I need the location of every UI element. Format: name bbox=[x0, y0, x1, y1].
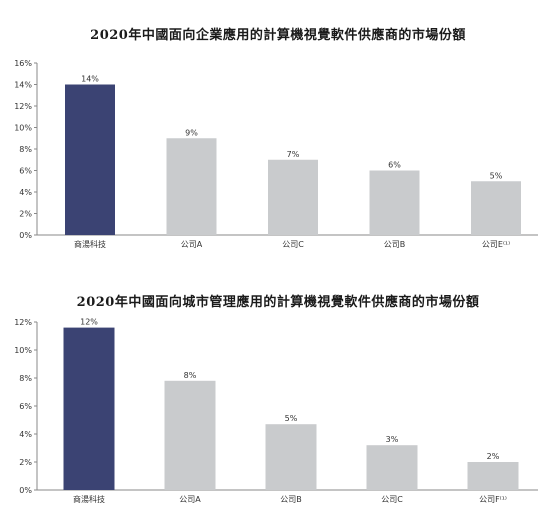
y-tick-label: 0% bbox=[19, 486, 32, 495]
bar bbox=[366, 445, 418, 490]
x-tick-label: 公司B bbox=[280, 495, 302, 504]
y-tick-label: 8% bbox=[19, 145, 32, 154]
y-tick-label: 16% bbox=[14, 59, 32, 68]
y-tick-label: 4% bbox=[19, 188, 32, 197]
bar bbox=[63, 327, 115, 490]
bar bbox=[166, 138, 217, 235]
y-tick-label: 12% bbox=[14, 102, 32, 111]
chart-title: 2020年中國面向城市管理應用的計算機視覺軟件供應商的市場份額 bbox=[76, 295, 480, 310]
x-tick-label: 公司F⁽¹⁾ bbox=[479, 495, 507, 504]
y-tick-label: 10% bbox=[14, 346, 32, 355]
bar-value-label: 6% bbox=[388, 161, 401, 170]
x-tick-label: 公司B bbox=[384, 240, 406, 249]
x-tick-label: 商湯科技 bbox=[73, 494, 105, 504]
chart-title: 2020年中國面向企業應用的計算機視覺軟件供應商的市場份額 bbox=[90, 28, 466, 43]
y-tick-label: 2% bbox=[19, 458, 32, 467]
y-tick-label: 12% bbox=[14, 318, 32, 327]
bar bbox=[471, 181, 521, 235]
bar-value-label: 8% bbox=[184, 371, 197, 380]
y-tick-label: 6% bbox=[19, 402, 32, 411]
x-tick-label: 商湯科技 bbox=[74, 239, 106, 249]
bar-value-label: 5% bbox=[490, 171, 503, 180]
bar-value-label: 14% bbox=[81, 75, 99, 84]
bar bbox=[467, 462, 519, 490]
bar bbox=[65, 84, 115, 235]
y-tick-label: 2% bbox=[19, 210, 32, 219]
chart-city-management: 2020年中國面向城市管理應用的計算機視覺軟件供應商的市場份額 0% 2% 4% 6%… bbox=[0, 256, 556, 513]
x-tick-label: 公司A bbox=[179, 495, 201, 504]
x-tick-label: 公司A bbox=[181, 240, 203, 249]
y-tick-label: 14% bbox=[14, 81, 32, 90]
bar-value-label: 9% bbox=[185, 128, 198, 137]
y-tick-label: 0% bbox=[19, 231, 32, 240]
bar-value-label: 5% bbox=[285, 414, 298, 423]
bar bbox=[164, 380, 216, 490]
bar-value-label: 2% bbox=[487, 452, 500, 461]
bar bbox=[268, 159, 318, 235]
bar bbox=[265, 424, 317, 490]
chart-plot: 0% 2% 4% 6% 8% 10% 12% 12% 商湯科技 8% 公司A 5% 公司B 3% 公司C 2%… bbox=[14, 318, 538, 504]
y-tick-label: 10% bbox=[14, 124, 32, 133]
y-tick-label: 6% bbox=[19, 167, 32, 176]
x-tick-label: 公司C bbox=[282, 240, 304, 249]
bar-value-label: 7% bbox=[287, 150, 300, 159]
y-tick-label: 4% bbox=[19, 430, 32, 439]
chart-enterprise: 2020年中國面向企業應用的計算機視覺軟件供應商的市場份額 0% 2% 4% 6% 8%… bbox=[0, 0, 556, 256]
x-tick-label: 公司E⁽¹⁾ bbox=[482, 240, 510, 249]
chart-plot: 0% 2% 4% 6% 8% 10% 12% 14% 16% 14% 商湯科技 9% 公司A 7% 公司C 6… bbox=[14, 59, 538, 249]
y-tick-label: 8% bbox=[19, 374, 32, 383]
bar-value-label: 3% bbox=[386, 435, 399, 444]
bar bbox=[369, 170, 420, 235]
x-tick-label: 公司C bbox=[381, 495, 403, 504]
bar-value-label: 12% bbox=[80, 318, 98, 327]
